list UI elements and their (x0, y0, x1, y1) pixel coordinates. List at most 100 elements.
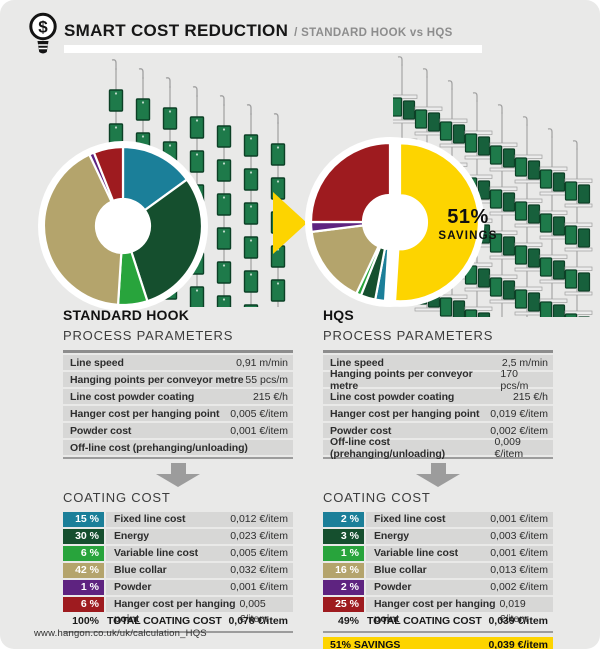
param-value: 0,009 €/item (494, 435, 524, 460)
coating-row: 6 % Hanger cost per hanging point 0,005 €/… (63, 597, 293, 625)
tile-hole (249, 137, 253, 140)
coating-row-main: Variable line cost 0,005 €/item (106, 546, 293, 561)
coated-part-tile (477, 180, 491, 200)
param-label: Hanger cost per hanging point (330, 407, 480, 420)
param-row: Off-line cost (prehanging/unloading) 0,00… (323, 436, 553, 460)
param-row: Line speed 0,91 m/min (63, 355, 293, 370)
param-row: Hanger cost per hanging point 0,005 €/ite… (63, 406, 293, 421)
coating-value: 0,003 €/item (490, 530, 548, 542)
param-value: 0,001 €/item (230, 424, 288, 437)
coated-part-tile (564, 181, 578, 201)
coated-part-tile (514, 245, 528, 265)
param-label: Line speed (70, 356, 124, 369)
tile-hole (141, 101, 145, 104)
coated-part-tile (216, 261, 232, 284)
tile-hole (168, 110, 172, 113)
coated-part-tile (514, 157, 528, 177)
tile-hole (195, 289, 199, 292)
coated-part-tile (477, 268, 491, 288)
down-arrow-icon (156, 463, 200, 487)
hanger-hook (192, 86, 198, 97)
coating-row-main: Fixed line cost 0,012 €/item (106, 512, 293, 527)
coated-part-tile (527, 248, 541, 268)
coating-label: Energy (374, 530, 409, 542)
coating-value: 0,012 €/item (230, 513, 288, 525)
pie-slice-savings (393, 142, 480, 303)
coating-percent-swatch: 25 % (323, 597, 364, 612)
tile-hole (114, 126, 118, 129)
hqs-crossbar (564, 247, 593, 252)
hqs-crossbar (514, 179, 543, 184)
param-row: Hanger cost per hanging point 0,019 €/ite… (323, 406, 553, 421)
coating-value: 0,001 €/item (490, 513, 548, 525)
coated-part-tile (552, 216, 566, 236)
coating-row: 16 % Blue collar 0,013 €/item (323, 563, 553, 578)
coating-row: 30 % Energy 0,023 €/item (63, 529, 293, 544)
tile-hole (249, 273, 253, 276)
coating-cost-title: COATING COST (323, 490, 431, 505)
coated-part-tile (243, 202, 259, 225)
coated-part-tile (243, 168, 259, 191)
coated-part-tile (402, 100, 416, 120)
param-row: Line cost powder coating 215 €/h (63, 389, 293, 404)
title-main: SMART COST REDUCTION (64, 21, 289, 40)
hanger-hook (138, 68, 144, 79)
total-label: TOTAL COATING COST (367, 615, 482, 627)
coated-part-tile (577, 228, 591, 248)
coating-value: 0,005 €/item (230, 547, 288, 559)
tile-hole (195, 119, 199, 122)
coated-part-tile (452, 300, 466, 317)
hqs-crossbar (439, 118, 468, 123)
coating-value: 0,013 €/item (490, 564, 548, 576)
svg-text:$: $ (38, 18, 48, 37)
coated-part-tile (243, 134, 259, 157)
hanger-hook (472, 92, 478, 102)
hanger-hook (447, 80, 453, 90)
coated-part-tile (527, 292, 541, 312)
coating-row: 1 % Powder 0,001 €/item (63, 580, 293, 595)
coated-part-tile (189, 116, 205, 139)
coated-part-tile (539, 257, 553, 277)
coating-label: Hanger cost per hanging point (114, 598, 236, 625)
panel-title-standard-hook: STANDARD HOOK (63, 307, 190, 323)
coated-part-tile (502, 192, 516, 212)
param-row: Off-line cost (prehanging/unloading) (63, 440, 293, 455)
hanger-hook (522, 116, 528, 126)
coated-part-tile (108, 89, 124, 112)
hqs-crossbar (564, 291, 593, 296)
param-value: 0,005 €/item (230, 407, 288, 420)
hqs-crossbar (514, 242, 543, 247)
coating-value: 0,005 €/item (239, 598, 269, 625)
tile-hole (168, 144, 172, 147)
coated-part-tile (552, 260, 566, 280)
coated-part-tile (464, 309, 478, 317)
param-value: 215 €/h (512, 390, 548, 403)
title-subtitle: / STANDARD HOOK vs HQS (294, 27, 453, 39)
tile-hole (249, 239, 253, 242)
coated-part-tile (489, 233, 503, 253)
coated-part-tile (564, 313, 578, 317)
param-label: Off-line cost (prehanging/unloading) (330, 435, 446, 460)
savings-row-label: 51% SAVINGS (330, 639, 401, 649)
title-underline (64, 45, 482, 53)
hqs-crossbar (564, 203, 593, 208)
coated-part-tile (489, 189, 503, 209)
coating-percent-swatch: 16 % (323, 563, 364, 578)
param-label: Line cost powder coating (70, 390, 195, 403)
coated-part-tile (162, 107, 178, 130)
coating-percent-swatch: 6 % (63, 597, 104, 612)
total-coating-cost-row: 100% TOTAL COATING COST 0,078 €/item (63, 614, 293, 633)
total-value: 0,078 €/item (228, 615, 288, 627)
process-parameters-title: PROCESS PARAMETERS (63, 328, 234, 343)
coated-part-tile (489, 277, 503, 297)
tile-hole (222, 230, 226, 233)
param-row: Line speed 2,5 m/min (323, 355, 553, 370)
coated-part-tile (216, 125, 232, 148)
coated-part-tile (452, 124, 466, 144)
coating-cost-table: 15 % Fixed line cost 0,012 €/item 30 % Energ… (63, 512, 293, 625)
pie-slice-blue-collar (42, 153, 123, 306)
coating-label: Energy (114, 530, 149, 542)
hqs-crossbar (539, 191, 568, 196)
param-value: 0,019 €/item (490, 407, 548, 420)
coating-cost-table: 2 % Fixed line cost 0,001 €/item 3 % Energy 0… (323, 512, 553, 625)
